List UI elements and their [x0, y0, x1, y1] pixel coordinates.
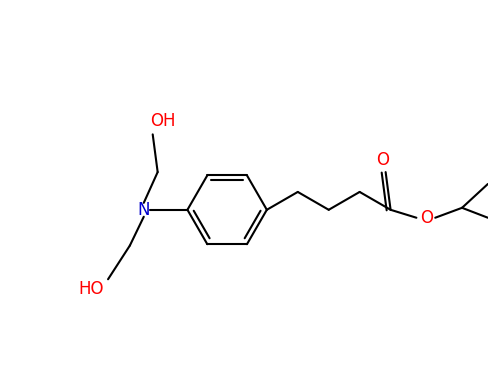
Text: HO: HO: [78, 280, 104, 298]
Text: O: O: [376, 151, 389, 169]
Text: N: N: [138, 201, 150, 219]
Text: OH: OH: [150, 112, 175, 130]
Text: O: O: [420, 209, 433, 227]
